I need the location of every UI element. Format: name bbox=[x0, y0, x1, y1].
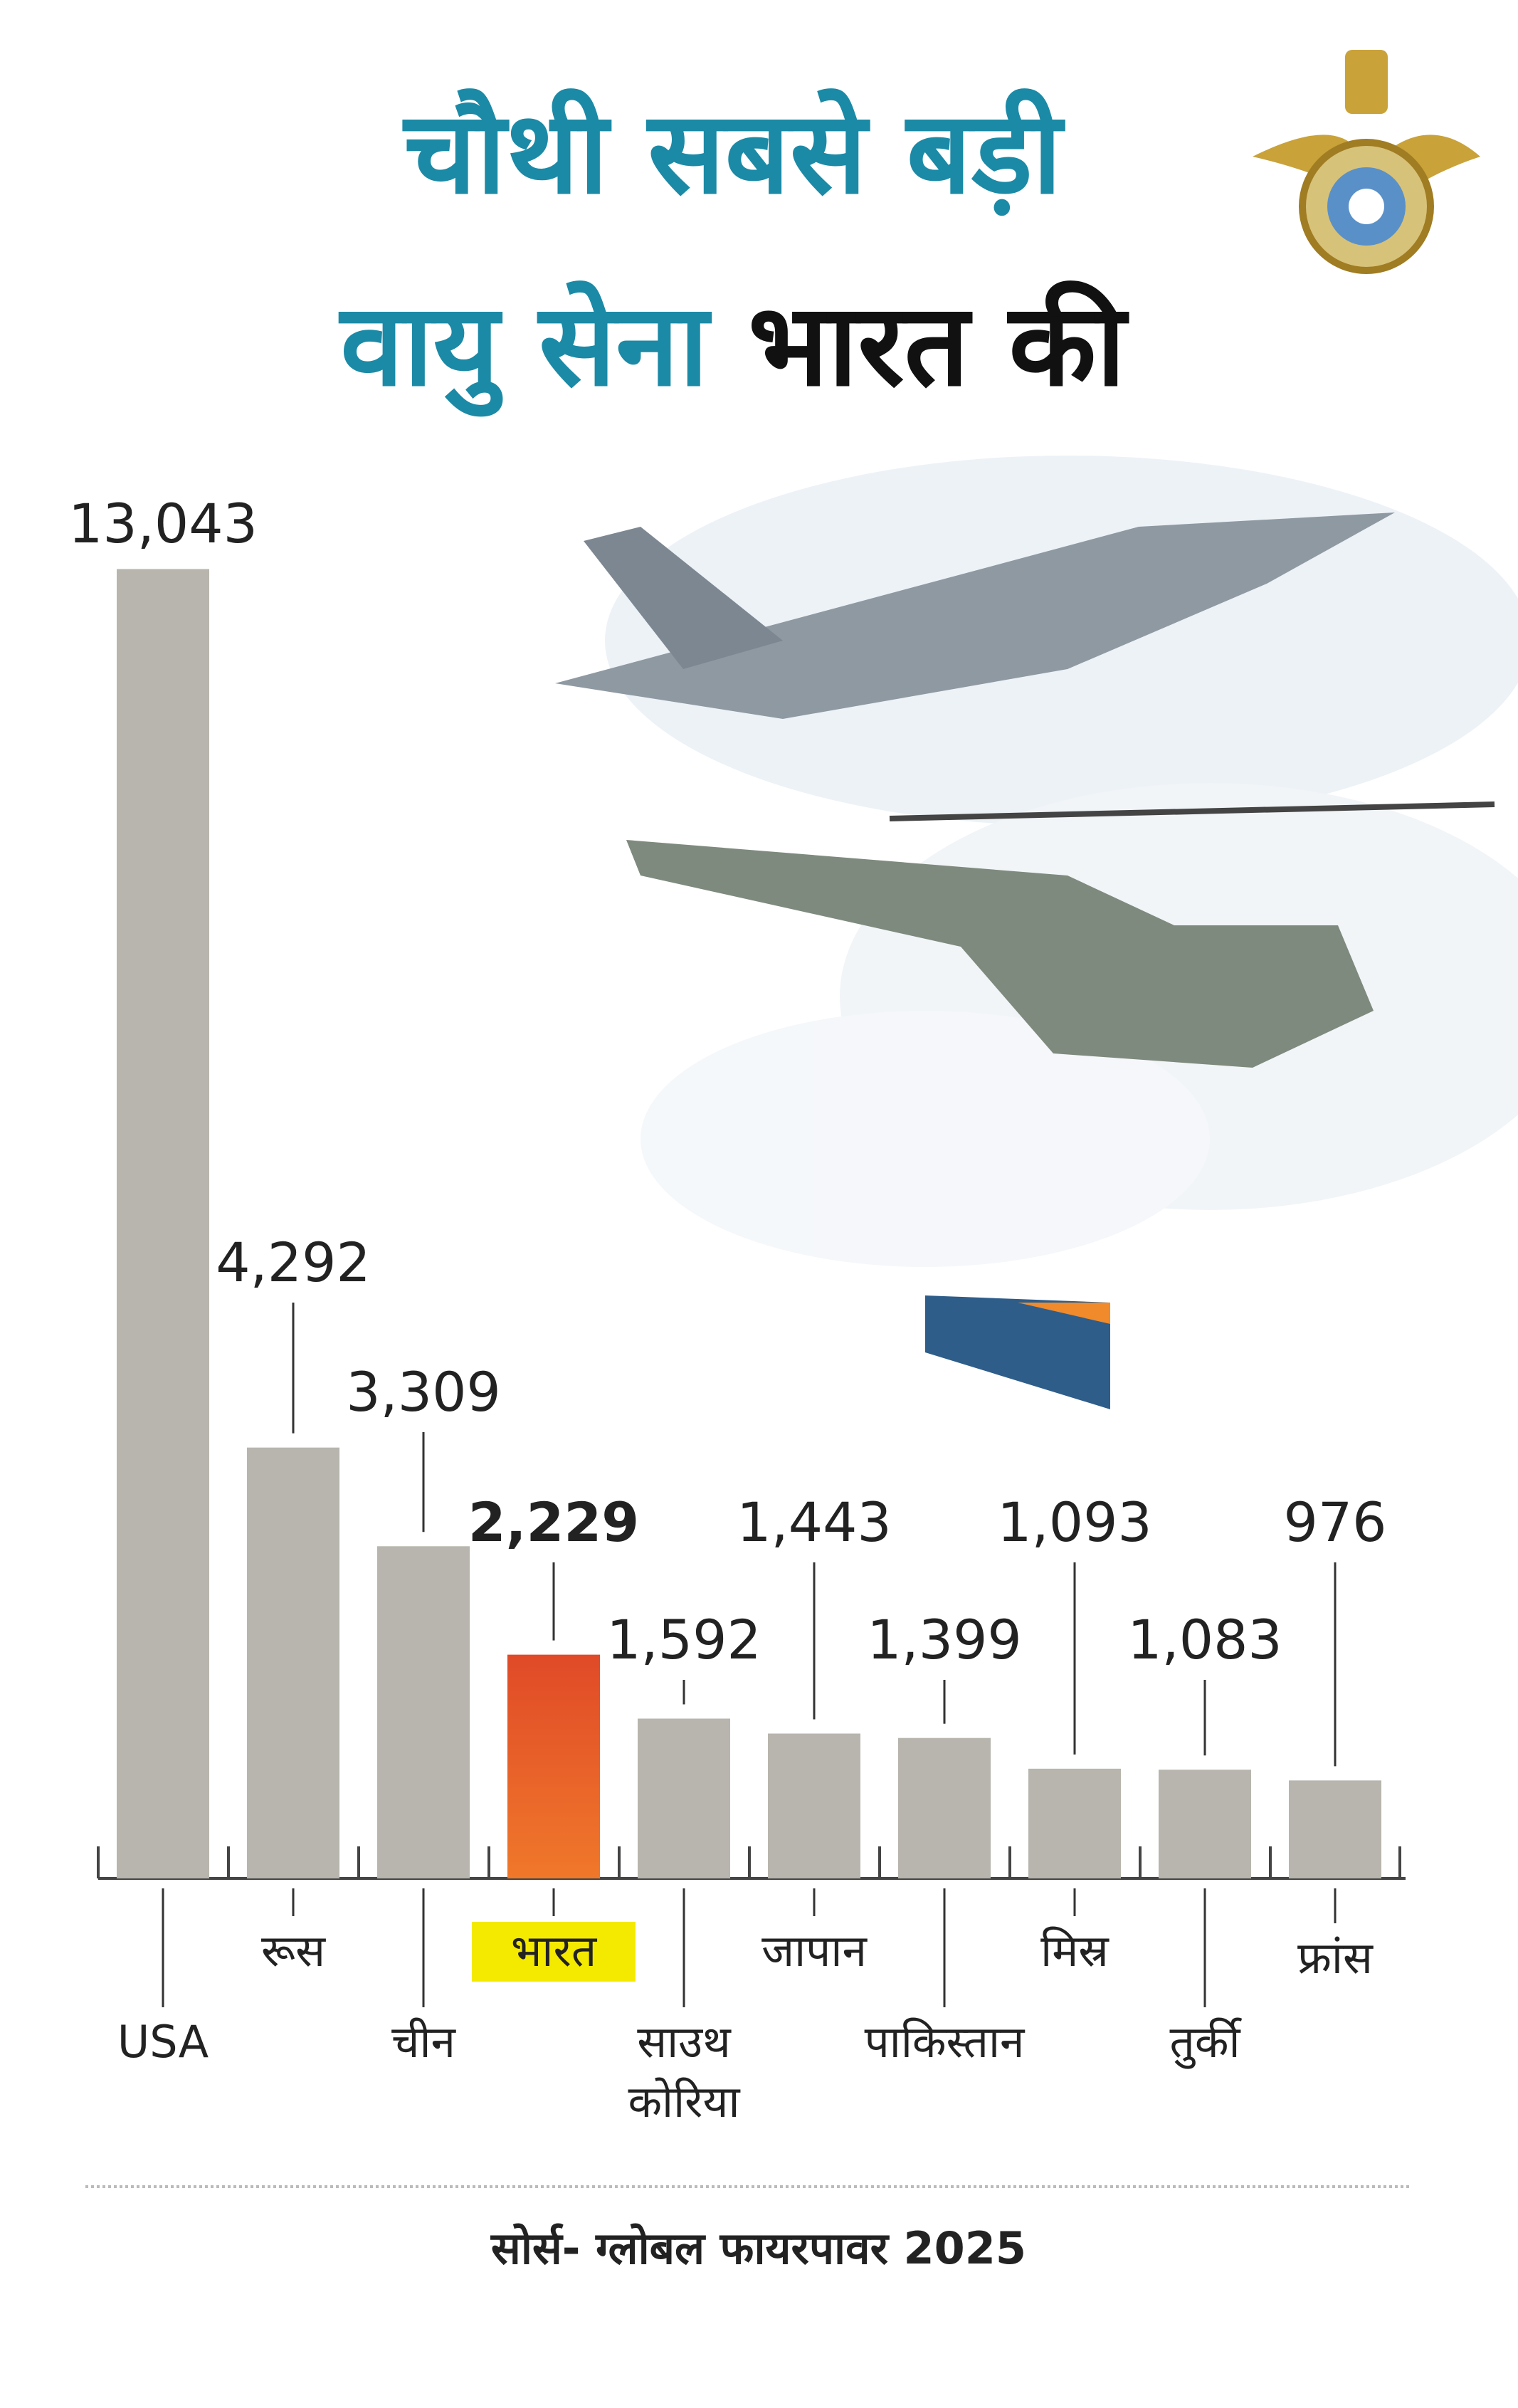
bar bbox=[1028, 1768, 1121, 1878]
value-label: 1,093 bbox=[997, 1490, 1152, 1554]
bar bbox=[638, 1718, 730, 1878]
title-line: चौथी सबसे बड़ी bbox=[402, 86, 1066, 219]
value-label: 2,229 bbox=[468, 1490, 639, 1554]
value-label: 976 bbox=[1283, 1490, 1386, 1554]
title-line: वायु सेना भारत की bbox=[338, 278, 1129, 417]
x-tick-label: फ्रांस bbox=[1297, 1932, 1374, 1984]
title-part: चौथी सबसे बड़ी bbox=[402, 86, 1066, 219]
aircraft-illustration bbox=[555, 512, 1495, 1409]
source: सोर्स- ग्लोबल फायरपावर 2025 bbox=[490, 2222, 1026, 2274]
value-label: 1,399 bbox=[867, 1608, 1022, 1671]
bar bbox=[507, 1654, 600, 1878]
bar bbox=[1289, 1780, 1381, 1878]
air-force-emblem bbox=[1253, 50, 1480, 274]
x-tick-label: रूस bbox=[261, 1925, 326, 1977]
bar bbox=[1159, 1770, 1251, 1878]
x-tick-label: चीन bbox=[391, 2016, 456, 2068]
bar bbox=[377, 1546, 470, 1878]
x-tick-label: भारत bbox=[511, 1925, 598, 1977]
bar bbox=[768, 1733, 860, 1878]
value-label: 1,083 bbox=[1127, 1608, 1282, 1671]
x-tick-label: मिस्र bbox=[1040, 1925, 1109, 1977]
value-label: 3,309 bbox=[346, 1360, 501, 1424]
x-tick-label: पाकिस्तान bbox=[865, 2016, 1026, 2068]
x-tick-label: जापान bbox=[761, 1925, 868, 1977]
x-tick-label: साउथ कोरिया bbox=[628, 2016, 740, 2128]
bar bbox=[247, 1447, 339, 1878]
value-label: 1,443 bbox=[737, 1490, 892, 1554]
bar bbox=[117, 569, 209, 1879]
title-part: वायु सेना bbox=[338, 278, 712, 417]
x-tick-label: USA bbox=[117, 2016, 209, 2068]
value-label: 4,292 bbox=[216, 1231, 371, 1294]
value-label: 13,043 bbox=[68, 492, 258, 555]
label-highlight bbox=[472, 1922, 636, 1982]
x-tick-label: तुर्की bbox=[1169, 2016, 1242, 2069]
value-label: 1,592 bbox=[606, 1608, 761, 1671]
bar bbox=[898, 1737, 991, 1878]
title-part: भारत की bbox=[748, 278, 1129, 411]
